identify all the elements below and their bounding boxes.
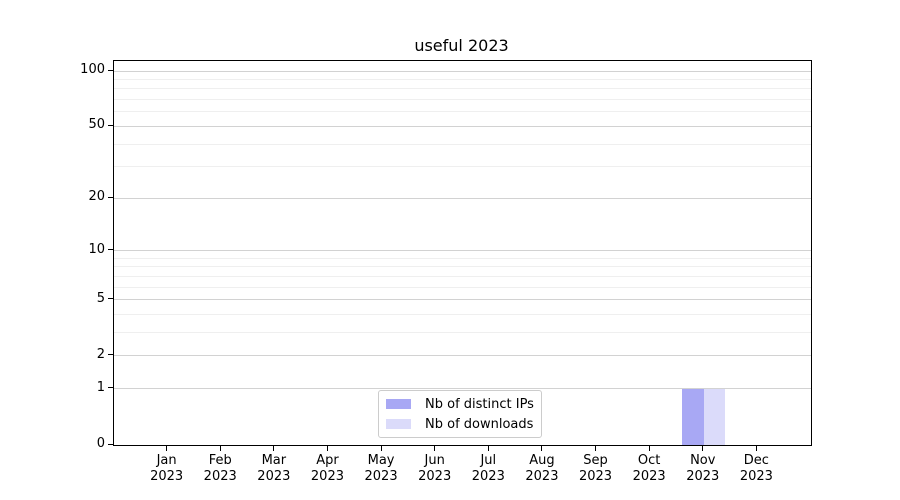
y-tick-label: 1 [96,379,105,395]
x-tick-mark [487,446,489,451]
gridline-minor [114,332,811,334]
x-tick-label: Jan 2023 [150,453,184,484]
x-tick-label: Feb 2023 [203,453,237,484]
x-tick-label: Sep 2023 [578,453,613,484]
y-tick-label: 100 [80,62,105,77]
y-tick-label: 20 [88,189,105,205]
chart-title: useful 2023 [414,36,509,55]
legend-label-downloads: Nb of downloads [425,416,534,432]
gridline-minor [114,286,811,288]
gridline-minor [114,143,811,145]
gridline-major [114,197,811,199]
x-tick-mark [380,446,382,451]
x-tick-label: Jul 2023 [471,453,505,484]
gridline-major [114,70,811,72]
gridline-minor [114,257,811,259]
x-tick-mark [434,446,436,451]
gridline-minor [114,266,811,268]
gridline-major [114,125,811,127]
x-tick-mark [702,446,704,451]
y-tick-label: 10 [88,241,105,257]
x-tick-mark [541,446,543,451]
y-tick-label: 0 [96,436,105,451]
x-tick-label: Jun 2023 [418,453,452,484]
bar-nb-of-downloads [703,388,726,445]
legend-swatch-distinct-ips-icon [386,399,411,409]
gridline-minor [114,314,811,316]
x-tick-label: Oct 2023 [632,453,666,484]
gridline-minor [114,275,811,277]
x-tick-mark [755,446,757,451]
x-tick-label: Apr 2023 [310,453,344,484]
x-tick-label: Dec 2023 [739,453,773,484]
legend-swatch-downloads-icon [386,419,411,429]
x-tick-label: Nov 2023 [686,453,720,484]
gridline-major [114,355,811,357]
plot-area [113,60,812,446]
x-tick-label: Mar 2023 [257,453,291,484]
x-tick-mark [595,446,597,451]
x-tick-mark [166,446,168,451]
x-tick-mark [219,446,221,451]
y-tick-label: 50 [88,117,105,133]
gridline-minor [114,78,811,80]
gridline-minor [114,88,811,90]
y-tick-label: 2 [96,346,105,362]
bar-nb-of-distinct-ips [682,388,704,445]
legend-label-distinct-ips: Nb of distinct IPs [425,396,534,412]
x-tick-label: Aug 2023 [525,453,559,484]
x-tick-mark [273,446,275,451]
gridline-minor [114,111,811,113]
y-tick-label: 5 [96,290,105,306]
gridline-major [114,250,811,252]
legend: Nb of distinct IPs Nb of downloads [378,390,542,438]
gridline-minor [114,99,811,101]
x-tick-mark [326,446,328,451]
x-tick-mark [648,446,650,451]
gridline-major [114,388,811,390]
gridline-major [114,299,811,301]
gridline-minor [114,166,811,168]
legend-item-downloads: Nb of downloads [386,415,534,433]
x-tick-label: May 2023 [364,453,398,484]
legend-item-distinct-ips: Nb of distinct IPs [386,395,534,413]
